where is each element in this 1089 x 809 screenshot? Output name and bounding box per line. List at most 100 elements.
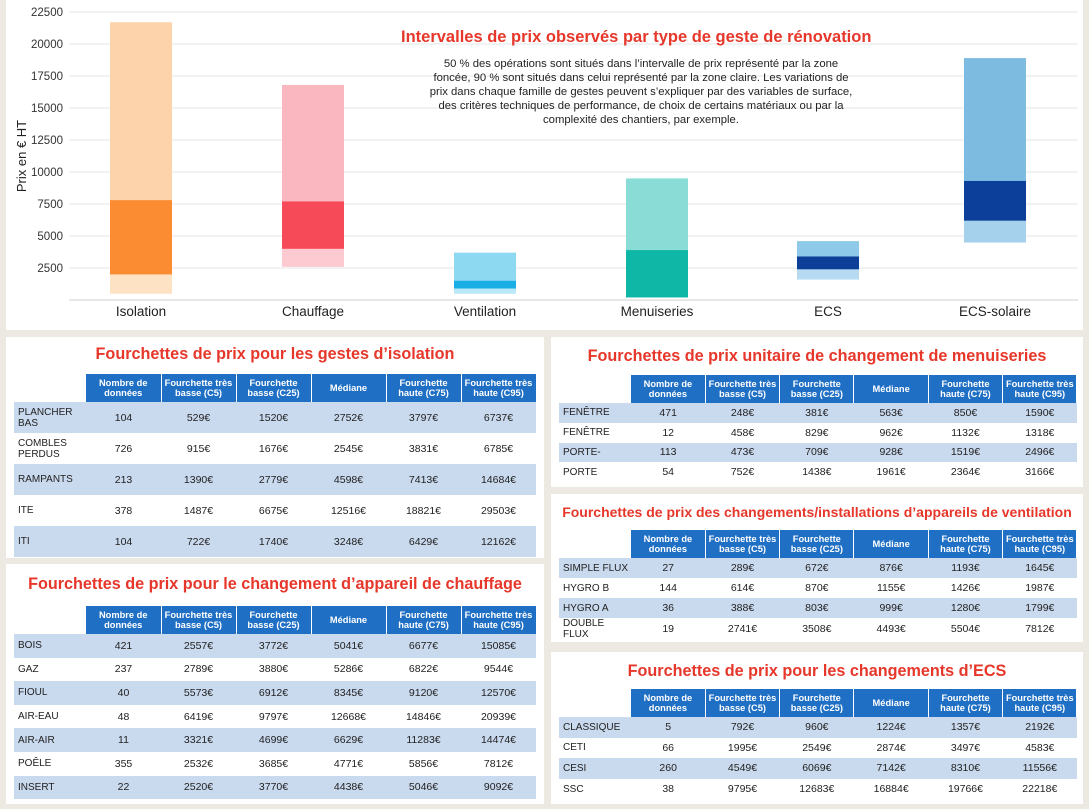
bar-lower-zone-isolation (110, 274, 172, 294)
table-title: Fourchettes de prix pour les changements… (627, 662, 1007, 680)
table-row: DOUBLE FLUX 19 2741€ 3508€ 4493€ 5504€ 7812€ (559, 618, 1077, 640)
bar-lower-zone-ecs-solaire (964, 220, 1026, 243)
table-cell: 1224€ (853, 717, 929, 738)
table-cell: 1390€ (161, 464, 236, 495)
table-cell: 1961€ (853, 462, 929, 483)
row-label: SIMPLE FLUX (559, 558, 631, 578)
row-label: FIOUL (14, 681, 86, 705)
table-cell: 5856€ (386, 751, 461, 776)
column-header: Médiane (853, 375, 929, 403)
table-cell: 4583€ (1002, 737, 1077, 759)
y-tick-label: 10000 (31, 167, 63, 179)
row-label: CESI (559, 758, 631, 779)
table-cell: 1645€ (1002, 558, 1077, 578)
table-row: GAZ 237 2789€ 3880€ 5286€ 6822€ 9544€ (14, 657, 536, 682)
row-label: SSC (559, 778, 631, 800)
table-cell: 36 (631, 598, 706, 618)
price-table: Nombre de données Fourchette très basse (… (559, 689, 1078, 800)
column-header: Fourchette très basse (C5) (705, 530, 781, 558)
chart-note: 50 % des opérations sont situés dans l’i… (429, 58, 853, 126)
table-cell: 6419€ (161, 704, 236, 729)
table-cell: 563€ (853, 403, 929, 423)
table-cell: 1520€ (236, 402, 311, 433)
table-cell: 355 (86, 751, 161, 776)
column-header: Fourchette basse (C25) (779, 530, 855, 558)
bar-range-50-menuiseries (626, 250, 688, 298)
table-panel-ecs: Fourchettes de prix pour les changements… (551, 652, 1083, 804)
row-label: BOIS (14, 634, 86, 658)
price-table: Nombre de données Fourchette très basse (… (559, 530, 1078, 640)
table-cell: 1438€ (779, 462, 854, 483)
table-cell: 11 (86, 728, 161, 752)
row-label: FENÊTRE (559, 422, 631, 443)
table-cell: 1995€ (705, 737, 780, 759)
x-category-label: ECS-solaire (959, 304, 1031, 319)
x-category-label: Ventilation (454, 304, 516, 319)
table-row: SIMPLE FLUX 27 289€ 672€ 876€ 1193€ 1645€ (559, 558, 1077, 578)
table-cell: 3497€ (928, 737, 1003, 759)
table-cell: 8345€ (311, 681, 386, 705)
table-cell: 6677€ (386, 634, 461, 658)
row-label: GAZ (14, 657, 86, 682)
table-title: Fourchettes de prix pour le changement d… (28, 575, 522, 593)
table-cell: 4598€ (311, 464, 386, 495)
table-cell: 9544€ (461, 657, 536, 682)
table-cell: 4438€ (311, 775, 386, 800)
table-cell: 11283€ (386, 728, 461, 752)
table-cell: 289€ (705, 558, 780, 578)
table-cell: 16884€ (853, 778, 929, 800)
row-label: AIR-AIR (14, 728, 86, 752)
table-cell: 113 (631, 442, 706, 463)
table-cell: 1987€ (1002, 578, 1077, 598)
table-cell: 3831€ (386, 433, 461, 464)
table-cell: 2557€ (161, 634, 236, 658)
row-label: ITE (14, 495, 86, 526)
column-header: Fourchette très haute (C95) (461, 606, 537, 634)
column-header: Médiane (311, 374, 387, 402)
table-cell: 54 (631, 462, 706, 483)
table-row: AIR-AIR 11 3321€ 4699€ 6629€ 11283€ 14474€ (14, 728, 536, 752)
column-header: Fourchette très haute (C95) (1002, 689, 1078, 717)
table-cell: 960€ (779, 717, 854, 738)
chart-title: Intervalles de prix observés par type de… (401, 28, 872, 46)
bar-range-50-ecs (797, 256, 859, 270)
chart-plot: 2500 5000 7500 10000 12500 15000 17500 20000 225… (14, 7, 1078, 319)
header-blank (559, 689, 631, 717)
table-cell: 19766€ (928, 778, 1003, 800)
row-label: PLANCHER BAS (14, 402, 86, 433)
table-cell: 1132€ (928, 422, 1003, 443)
column-header: Fourchette très haute (C95) (461, 374, 537, 402)
table-cell: 2779€ (236, 464, 311, 495)
table-cell: 1519€ (928, 442, 1003, 463)
table-cell: 18821€ (386, 495, 461, 526)
table-cell: 2741€ (705, 618, 780, 640)
table-cell: 2532€ (161, 751, 236, 776)
table-cell: 1590€ (1002, 403, 1077, 423)
row-label: CETI (559, 737, 631, 759)
column-header: Fourchette très haute (C95) (1002, 530, 1078, 558)
table-cell: 876€ (853, 558, 929, 578)
table-cell: 1799€ (1002, 598, 1077, 618)
table-cell: 5573€ (161, 681, 236, 705)
table-cell: 3321€ (161, 728, 236, 752)
table-cell: 473€ (705, 442, 780, 463)
header-blank (559, 530, 631, 558)
table-row: RAMPANTS 213 1390€ 2779€ 4598€ 7413€ 14684€ (14, 464, 536, 495)
table-cell: 38 (631, 778, 706, 800)
table-row: INSERT 22 2520€ 3770€ 4438€ 5046€ 9092€ (14, 775, 536, 800)
table-row: AIR-EAU 48 6419€ 9797€ 12668€ 14846€ 20939€ (14, 704, 536, 729)
table-cell: 15085€ (461, 634, 536, 658)
price-table: Nombre de données Fourchette très basse (… (14, 606, 537, 800)
y-tick-label: 22500 (31, 7, 63, 19)
table-cell: 915€ (161, 433, 236, 464)
table-cell: 614€ (705, 578, 780, 598)
y-tick-label: 12500 (31, 135, 63, 147)
table-cell: 12570€ (461, 681, 536, 705)
table-cell: 3880€ (236, 657, 311, 682)
column-header: Fourchette très basse (C5) (705, 689, 781, 717)
table-cell: 14684€ (461, 464, 536, 495)
bar-lower-zone-chauffage (282, 248, 344, 267)
table-cell: 388€ (705, 598, 780, 618)
table-cell: 66 (631, 737, 706, 759)
bar-lower-zone-ecs (797, 269, 859, 280)
